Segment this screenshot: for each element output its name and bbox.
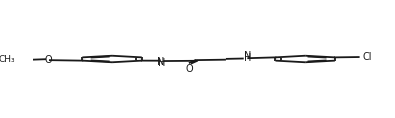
Text: Cl: Cl — [362, 52, 372, 62]
Text: CH₃: CH₃ — [0, 55, 15, 64]
Text: H: H — [245, 53, 252, 63]
Text: O: O — [44, 55, 52, 65]
Text: O: O — [186, 64, 194, 74]
Text: N: N — [245, 51, 252, 61]
Text: N: N — [157, 57, 164, 67]
Text: H: H — [158, 58, 165, 68]
